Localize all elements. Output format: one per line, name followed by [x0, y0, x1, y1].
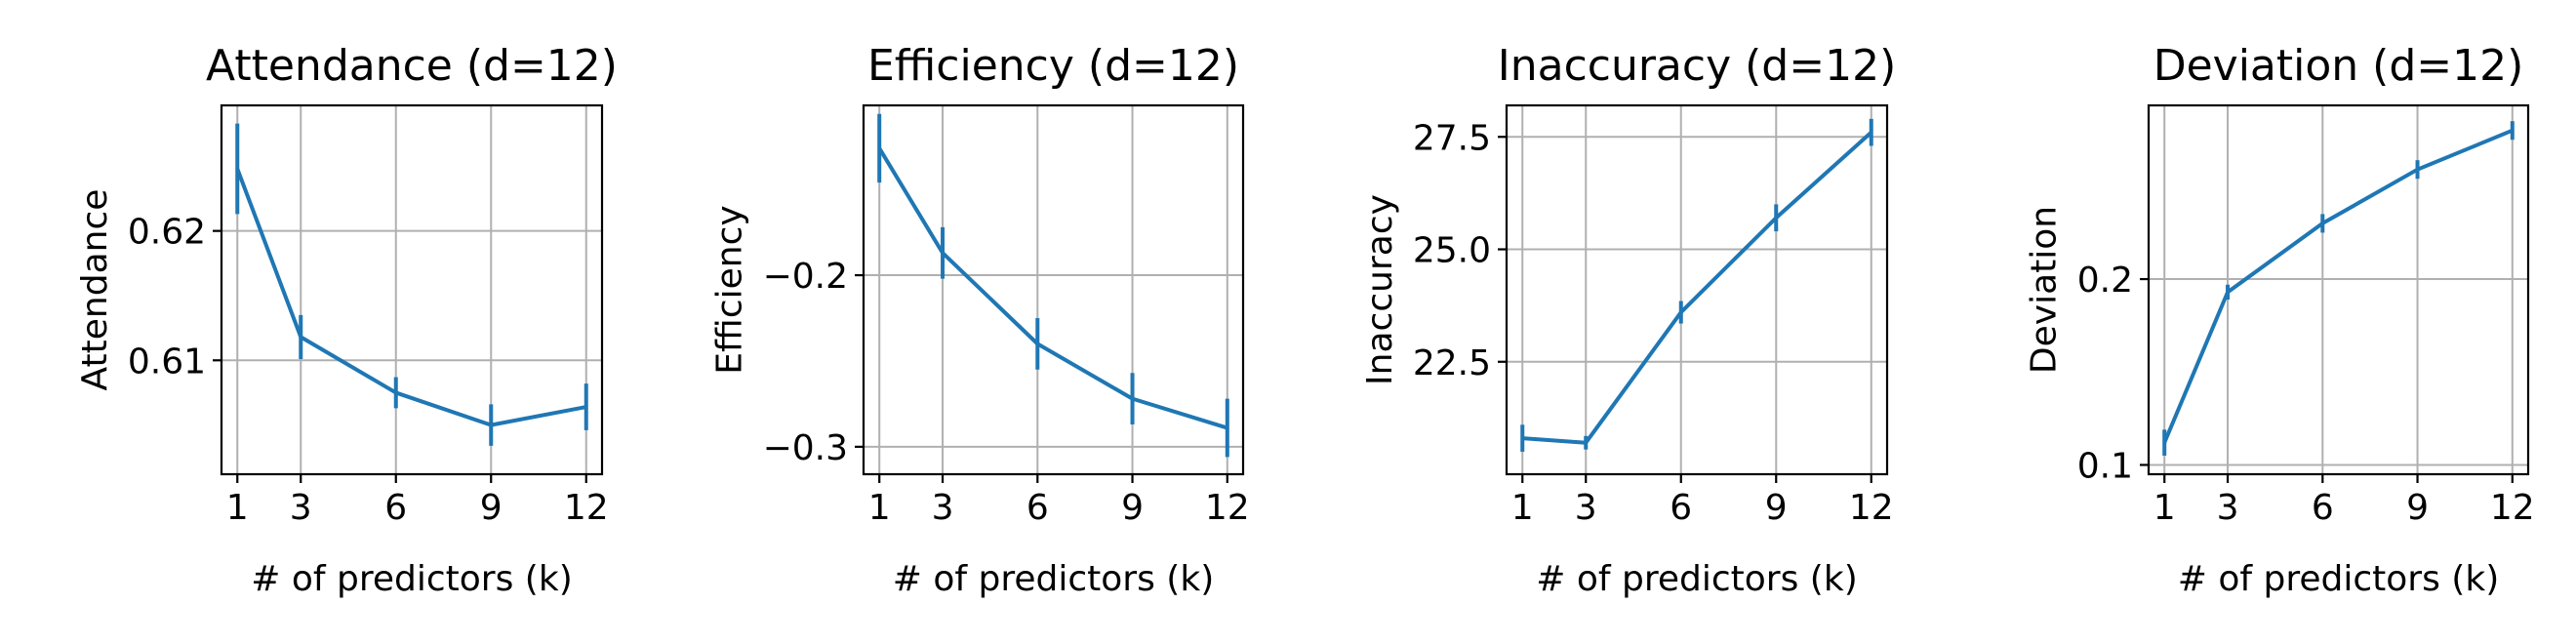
y-axis-label: Inaccuracy	[1360, 194, 1400, 385]
y-tick-label: 22.5	[1413, 343, 1491, 383]
gridlines	[2149, 105, 2528, 474]
x-tick-label: 12	[2490, 488, 2535, 528]
chart-title: Inaccuracy (d=12)	[1498, 41, 1896, 91]
y-tick-label: 25.0	[1413, 231, 1491, 271]
x-tick-label: 9	[1765, 488, 1788, 528]
x-axis-label: # of predictors (k)	[2178, 559, 2499, 599]
y-axis-label: Deviation	[2025, 206, 2065, 374]
x-tick-label: 6	[1670, 488, 1692, 528]
chart-title: Deviation (d=12)	[2153, 41, 2524, 91]
y-axis-label: Efficiency	[710, 205, 750, 374]
series-line	[2162, 128, 2514, 444]
x-tick-label: 1	[868, 488, 891, 528]
x-axis-label: # of predictors (k)	[251, 559, 572, 599]
subplot-attendance: Attendance (d=12) # of predictors (k) At…	[75, 41, 618, 599]
y-tick-label: −0.3	[763, 428, 848, 468]
axes-frame	[220, 103, 604, 476]
y-tick-label: −0.2	[763, 257, 848, 297]
x-tick-label: 6	[1026, 488, 1049, 528]
x-tick-label: 9	[480, 488, 503, 528]
subplot-efficiency: Efficiency (d=12) # of predictors (k) Ef…	[710, 41, 1250, 599]
y-tick-label: 0.62	[128, 213, 206, 253]
series-line	[1522, 131, 1873, 445]
gridlines	[864, 105, 1243, 474]
x-axis-label: # of predictors (k)	[893, 559, 1214, 599]
subplot-inaccuracy: Inaccuracy (d=12) # of predictors (k) In…	[1360, 41, 1896, 599]
gridlines	[221, 105, 602, 474]
gridlines	[1507, 105, 1887, 474]
y-tick-label: 0.2	[2077, 261, 2133, 301]
x-tick-label: 3	[932, 488, 954, 528]
x-tick-label: 1	[226, 488, 249, 528]
axes-frame	[2147, 103, 2530, 476]
x-tick-label: 6	[2312, 488, 2334, 528]
x-tick-label: 3	[1575, 488, 1597, 528]
axes-frame	[862, 103, 1245, 476]
series-line	[235, 168, 587, 427]
x-axis-label: # of predictors (k)	[1536, 559, 1857, 599]
series-line	[877, 146, 1228, 430]
x-tick-label: 12	[1849, 488, 1894, 528]
x-tick-label: 12	[564, 488, 609, 528]
x-tick-label: 12	[1205, 488, 1250, 528]
chart-title: Attendance (d=12)	[206, 41, 618, 91]
x-tick-label: 1	[1511, 488, 1534, 528]
y-axis-label: Attendance	[75, 189, 115, 391]
y-tick-label: 27.5	[1413, 118, 1491, 158]
x-tick-label: 9	[1121, 488, 1144, 528]
x-tick-label: 9	[2406, 488, 2429, 528]
x-tick-label: 3	[290, 488, 312, 528]
x-tick-label: 1	[2153, 488, 2176, 528]
subplot-deviation: Deviation (d=12) # of predictors (k) Dev…	[2025, 41, 2535, 599]
chart-title: Efficiency (d=12)	[867, 41, 1239, 91]
x-tick-label: 6	[384, 488, 407, 528]
axes-frame	[1505, 103, 1889, 476]
y-tick-label: 0.1	[2077, 446, 2133, 486]
x-tick-label: 3	[2217, 488, 2239, 528]
y-tick-label: 0.61	[128, 342, 206, 382]
